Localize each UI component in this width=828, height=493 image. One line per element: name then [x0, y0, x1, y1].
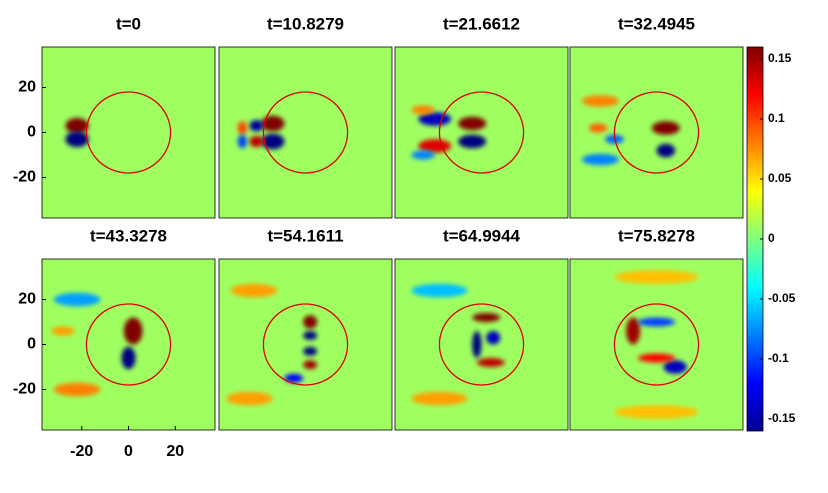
field-background [570, 259, 743, 430]
colorbar-tick-label: -0.1 [768, 351, 789, 365]
field-feature [303, 315, 318, 329]
colorbar-tick-label: 0.05 [768, 171, 792, 185]
panel-title: t=64.9944 [443, 226, 521, 245]
x-tick-label: -20 [70, 443, 93, 460]
field-feature [284, 373, 304, 383]
panel-frame [569, 258, 744, 431]
field-feature [663, 360, 687, 374]
field-feature [581, 95, 620, 107]
y-tick-label: -20 [13, 381, 36, 398]
colorbar-tick-label: 0.15 [768, 51, 792, 65]
field-feature [123, 317, 143, 345]
field-feature [637, 353, 676, 363]
obstacle-circle [438, 303, 525, 386]
field-feature [230, 283, 278, 298]
field-feature [65, 131, 89, 148]
field-feature [651, 121, 680, 135]
field-feature [411, 391, 468, 406]
field-feature [303, 331, 318, 340]
field-feature [614, 270, 699, 284]
field-feature [411, 105, 435, 115]
x-tick-label: 20 [166, 443, 184, 460]
field-feature [303, 360, 318, 370]
panel-title: t=75.8278 [618, 226, 695, 245]
obstacle-circle [262, 91, 349, 174]
obstacle-circle [85, 91, 172, 174]
panel-title: t=54.1611 [267, 226, 343, 245]
field-feature [411, 283, 468, 298]
panel-title: t=0 [116, 14, 141, 33]
panel-title: t=32.4945 [618, 14, 695, 33]
obstacle-circle [613, 91, 700, 174]
panel-frame [394, 46, 569, 219]
y-tick-label: 20 [18, 79, 36, 96]
field-feature [588, 123, 608, 133]
colorbar-tick-label: -0.05 [768, 291, 796, 305]
field-background [42, 259, 215, 430]
field-feature [261, 115, 285, 132]
panel-frame [569, 46, 744, 219]
panel-frame [218, 258, 393, 431]
obstacle-circle [85, 303, 172, 386]
field-feature [476, 358, 505, 367]
field-feature [472, 331, 482, 358]
field-feature [458, 134, 487, 149]
field-feature [261, 133, 285, 150]
field-feature [237, 121, 248, 135]
y-tick-label: 0 [27, 124, 36, 141]
colorbar-tick-label: -0.15 [768, 411, 796, 425]
field [411, 283, 505, 406]
field-feature [226, 391, 273, 406]
y-tick-label: 20 [18, 291, 36, 308]
field-feature [581, 153, 620, 166]
field-feature [237, 134, 248, 149]
y-tick-label: -20 [13, 169, 36, 186]
field-feature [411, 150, 435, 160]
field-feature [626, 317, 641, 345]
field-background [42, 47, 215, 218]
panel-title: t=43.3278 [90, 226, 167, 245]
field-background [219, 47, 392, 218]
field [237, 115, 285, 150]
field-background [395, 259, 568, 430]
obstacle-circle [438, 91, 525, 174]
field-feature [51, 326, 75, 336]
field-feature [53, 382, 101, 397]
field-feature [458, 116, 487, 131]
field [581, 95, 680, 166]
panel-frame [394, 258, 569, 431]
obstacle-circle [262, 303, 349, 386]
field-feature [249, 120, 264, 132]
field-feature [614, 405, 699, 419]
field [51, 292, 143, 397]
field-feature [472, 313, 501, 322]
panel-title: t=21.6612 [443, 14, 520, 33]
field-feature [249, 135, 264, 148]
panel-frame [218, 46, 393, 219]
field-feature [637, 317, 676, 327]
field-background [395, 47, 568, 218]
field [226, 283, 318, 406]
colorbar-tick-label: 0.1 [768, 111, 785, 125]
field-feature [486, 331, 501, 345]
x-tick-label: 0 [124, 443, 133, 460]
field [65, 117, 89, 148]
field-feature [121, 346, 136, 370]
panel-title: t=10.8279 [267, 14, 344, 33]
obstacle-circle [613, 303, 700, 386]
field-feature [65, 117, 89, 134]
y-tick-label: 0 [27, 336, 36, 353]
field-feature [303, 346, 318, 356]
field [614, 270, 699, 419]
colorbar-tick-label: 0 [768, 231, 775, 245]
field-feature [53, 292, 101, 307]
field-feature [656, 143, 676, 158]
